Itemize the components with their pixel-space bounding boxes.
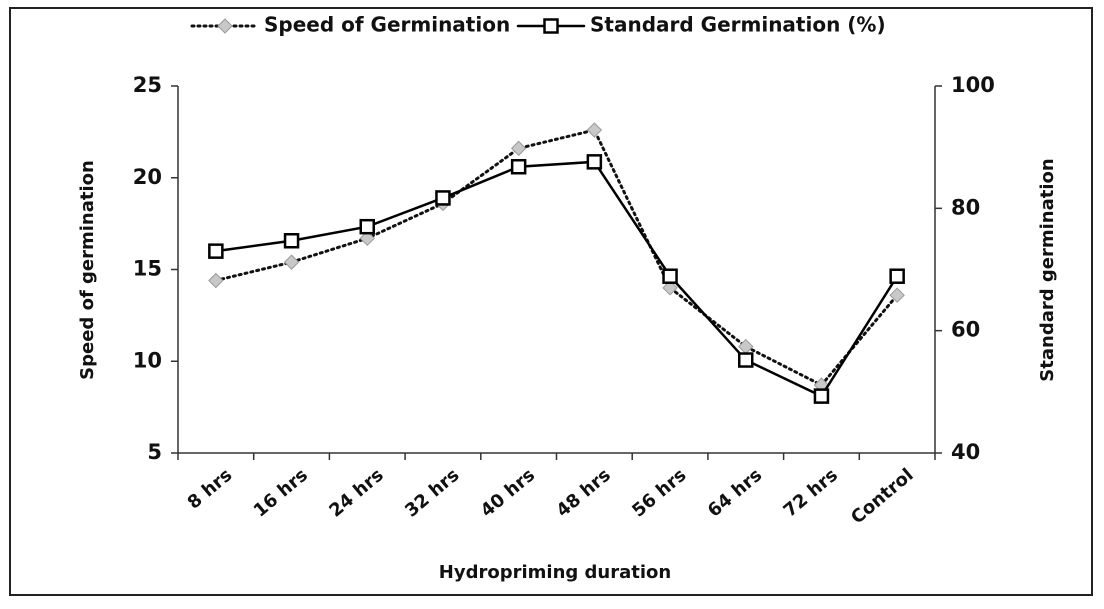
y-tick-label: 5 bbox=[147, 440, 162, 464]
series-line bbox=[214, 160, 899, 398]
x-axis-title: Hydropriming duration bbox=[439, 562, 671, 583]
point-marker bbox=[208, 272, 224, 289]
chart-frame bbox=[9, 7, 1093, 596]
point-marker bbox=[662, 280, 678, 296]
point-marker bbox=[586, 154, 603, 170]
point-marker bbox=[283, 254, 300, 270]
point-marker bbox=[510, 158, 527, 175]
point-marker bbox=[510, 140, 527, 157]
y2-tick-label: 80 bbox=[951, 195, 980, 219]
point-marker bbox=[435, 190, 451, 206]
point-marker bbox=[359, 218, 375, 235]
point-marker bbox=[889, 268, 905, 284]
y2-axis-title: Standard germination bbox=[1037, 158, 1058, 381]
legend-marker bbox=[543, 18, 559, 34]
series-line bbox=[214, 128, 899, 387]
y2-tick-label: 100 bbox=[951, 73, 995, 97]
y2-tick-label: 40 bbox=[951, 440, 980, 464]
y-tick-label: 20 bbox=[133, 165, 162, 189]
y-tick-label: 15 bbox=[133, 257, 162, 281]
y2-tick-label: 60 bbox=[951, 318, 980, 342]
point-marker bbox=[738, 352, 754, 368]
legend-marker bbox=[217, 18, 233, 34]
point-marker bbox=[813, 388, 830, 404]
point-marker bbox=[586, 122, 603, 138]
point-marker bbox=[889, 287, 905, 303]
point-marker bbox=[359, 230, 375, 247]
point-marker bbox=[283, 233, 300, 249]
y-tick-label: 10 bbox=[133, 348, 162, 372]
point-marker bbox=[208, 243, 224, 259]
y-tick-label: 25 bbox=[133, 73, 162, 97]
legend-label: Standard Germination (%) bbox=[590, 13, 886, 37]
point-marker bbox=[662, 268, 678, 284]
legend-label: Speed of Germination bbox=[264, 13, 510, 37]
y-axis-title: Speed of germination bbox=[77, 160, 98, 380]
